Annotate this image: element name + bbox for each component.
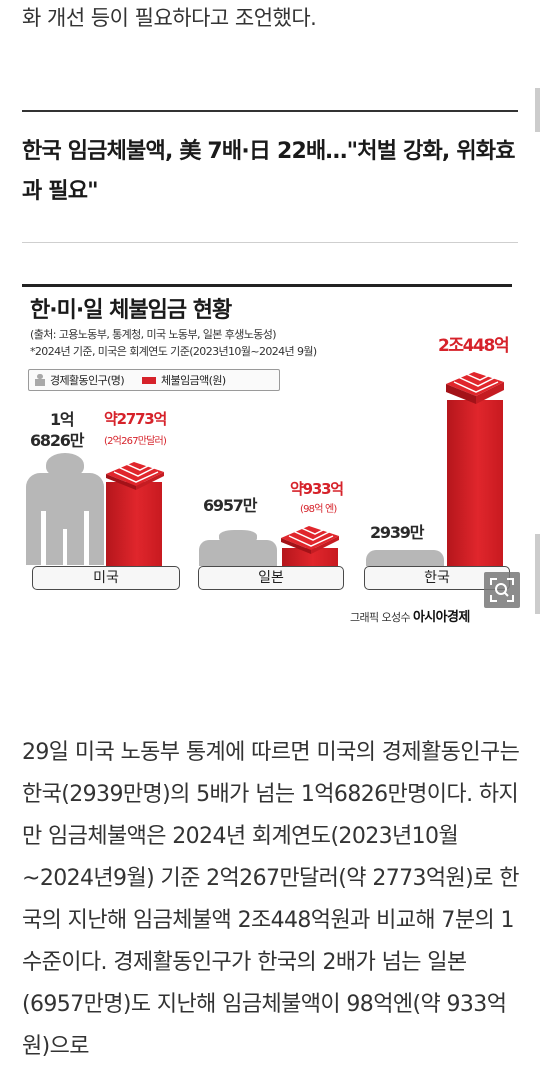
scroll-indicator <box>535 88 540 132</box>
japan-wage-label: 약933억 <box>290 480 344 498</box>
japan-population-figure <box>199 530 277 566</box>
korea-population-figure <box>366 550 444 566</box>
country-label-japan: 일본 <box>198 566 344 590</box>
person-icon <box>35 374 45 386</box>
legend-red-swatch <box>142 376 157 384</box>
graphic-credit: 그래픽 오성수 아시아경제 <box>350 606 470 625</box>
image-zoom-button[interactable] <box>484 572 520 608</box>
infographic-note: *2024년 기준, 미국은 회계연도 기준(2023년10월~2024년 9월… <box>30 345 317 358</box>
country-label-usa: 미국 <box>32 566 180 590</box>
korea-population-label: 2939만 <box>370 523 424 542</box>
japan-wage-sublabel: (98억 엔) <box>300 504 337 515</box>
legend-wages: 체불임금액(원) <box>161 374 226 387</box>
subheading-bottom-rule <box>22 242 518 243</box>
article-subheading: 한국 임금체불액, 美 7배·日 22배…"처벌 강화, 위화효과 필요" <box>22 139 515 204</box>
infographic-top-rule <box>22 284 512 287</box>
chart-legend: 경제활동인구(명) 체불임금액(원) <box>28 369 280 391</box>
korea-wage-bar <box>447 400 503 566</box>
infographic-title: 한·미·일 체불임금 현황 <box>30 298 232 323</box>
article-body-paragraph: 29일 미국 노동부 통계에 따르면 미국의 경제활동인구는 한국(2939만명… <box>22 740 520 1059</box>
infographic-source: (출처: 고용노동부, 통계청, 미국 노동부, 일본 후생노동성) <box>30 328 277 341</box>
japan-population-label: 6957만 <box>203 496 257 515</box>
usa-money-stack <box>106 462 164 490</box>
magnify-expand-icon <box>490 578 514 602</box>
lead-paragraph-tail: 화 개선 등이 필요하다고 조언했다. <box>22 6 317 30</box>
korea-money-stack <box>446 372 504 404</box>
credit-outlet: 아시아경제 <box>412 610 470 625</box>
credit-artist: 그래픽 오성수 <box>350 611 411 624</box>
japan-wage-bar <box>282 548 338 566</box>
usa-wage-label: 약2773억 <box>104 410 167 428</box>
usa-population-figure <box>26 453 104 565</box>
japan-money-stack <box>281 526 339 554</box>
subheading-top-rule <box>22 110 518 112</box>
scroll-indicator-2 <box>535 534 540 614</box>
usa-wage-bar <box>106 482 162 566</box>
korea-wage-label: 2조448억 <box>438 336 510 356</box>
usa-population-label-line1: 1억 <box>50 410 75 429</box>
usa-population-label-line2: 6826만 <box>30 431 84 450</box>
usa-wage-sublabel: (2억267만달러) <box>104 436 167 447</box>
legend-population: 경제활동인구(명) <box>50 374 125 387</box>
